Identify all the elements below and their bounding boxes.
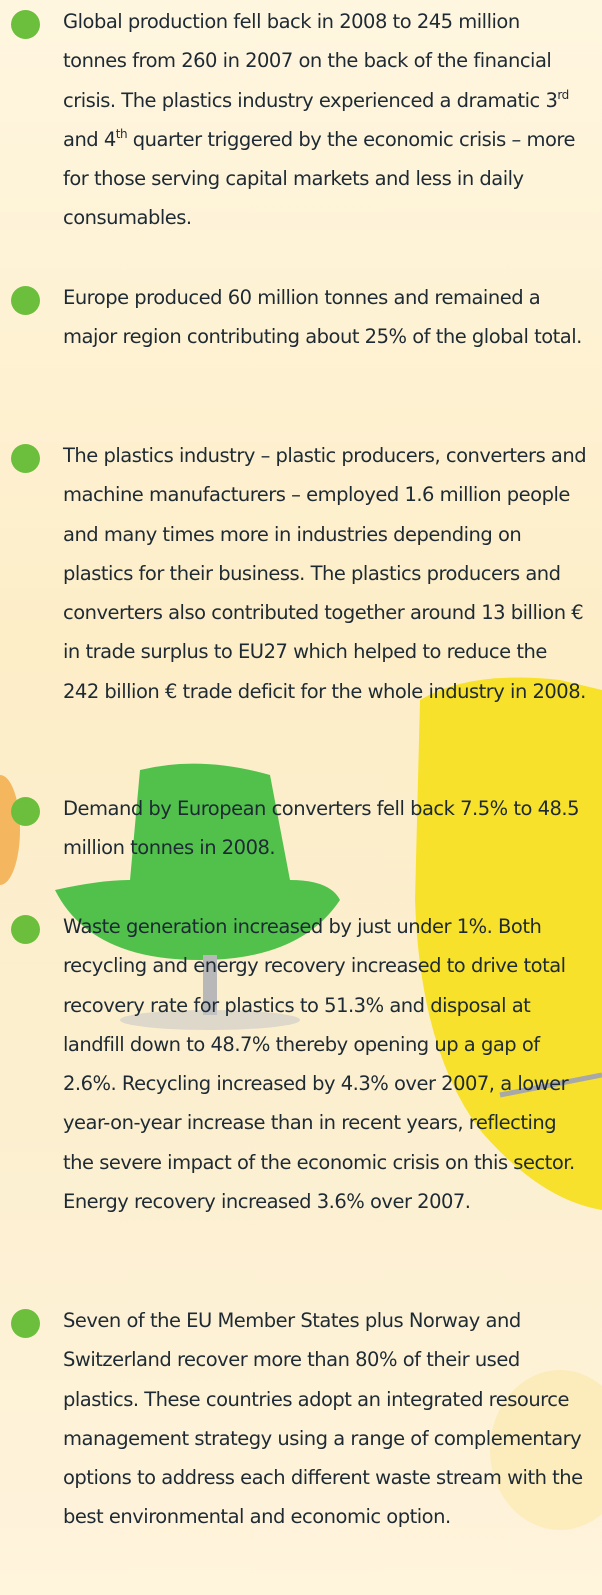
bullet-dot xyxy=(11,10,40,39)
bullet-dot xyxy=(11,286,40,315)
bullet-text: The plastics industry – plastic producer… xyxy=(63,436,587,711)
superscript: th xyxy=(116,127,127,141)
bullet-text: Seven of the EU Member States plus Norwa… xyxy=(63,1301,587,1537)
bullet-text: Europe produced 60 million tonnes and re… xyxy=(63,278,587,357)
page: Global production fell back in 2008 to 2… xyxy=(0,0,602,1595)
bullet-dot xyxy=(11,1309,40,1338)
text-part: and 4 xyxy=(63,128,116,151)
bullet-dot xyxy=(11,444,40,473)
text-part: quarter triggered by the economic crisis… xyxy=(63,128,575,230)
bullet-text: Global production fell back in 2008 to 2… xyxy=(63,2,587,238)
text-part: Global production fell back in 2008 to 2… xyxy=(63,10,557,112)
bullet-text: Waste generation increased by just under… xyxy=(63,907,587,1221)
superscript: rd xyxy=(557,88,568,102)
bullet-dot xyxy=(11,915,40,944)
bullet-dot xyxy=(11,797,40,826)
bullet-text: Demand by European converters fell back … xyxy=(63,789,587,868)
